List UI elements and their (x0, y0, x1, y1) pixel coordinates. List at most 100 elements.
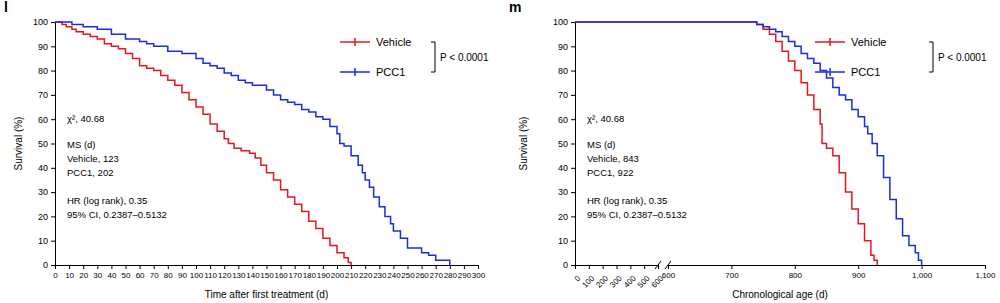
survival-line (55, 22, 450, 265)
x-tick-mark (238, 265, 239, 269)
y-tick-mark (51, 144, 55, 145)
y-tick: 30 (558, 187, 575, 197)
y-tick: 50 (558, 139, 575, 149)
x-tick: 600 (662, 265, 676, 280)
x-tick-mark (224, 265, 225, 269)
x-tick-label: 260 (415, 271, 429, 280)
x-tick: 400 (622, 265, 638, 290)
y-tick-mark (571, 168, 575, 169)
panel: m01002003004005006006007008009001,0001,1… (509, 0, 996, 300)
y-tick-label: 90 (558, 42, 568, 52)
x-tick: 1,000 (912, 265, 933, 280)
y-tick-mark (51, 265, 55, 266)
x-tick-mark (337, 265, 338, 269)
x-tick: 220 (359, 265, 373, 280)
x-tick: 1,100 (975, 265, 996, 280)
x-tick-mark (252, 265, 253, 269)
x-tick: 210 (345, 265, 359, 280)
y-axis: 0102030405060708090100 (33, 17, 56, 270)
x-tick: 100 (580, 265, 596, 290)
x-tick-mark (408, 265, 409, 269)
y-axis-title: Survival (%) (518, 117, 529, 171)
y-tick: 100 (33, 17, 55, 27)
x-tick-label: 170 (289, 271, 303, 280)
x-tick: 90 (178, 265, 187, 280)
legend-bracket (431, 42, 435, 72)
x-tick: 300 (608, 265, 624, 290)
x-tick: 10 (65, 265, 74, 280)
y-tick-label: 60 (38, 115, 48, 125)
stat-annotation: χ², 40.68 (587, 113, 624, 124)
x-tick-label: 900 (852, 271, 866, 280)
x-tick: 900 (852, 265, 866, 280)
x-tick-label: 230 (373, 271, 387, 280)
survival-line (575, 22, 922, 265)
x-tick: 200 (594, 265, 610, 290)
stat-annotation: MS (d) (67, 139, 96, 150)
x-axis-line (669, 266, 986, 270)
x-tick-label: 120 (218, 271, 232, 280)
x-tick-mark (111, 265, 112, 269)
axis-break (665, 261, 671, 269)
x-tick-label: 600 (662, 271, 676, 280)
x-tick-mark (69, 265, 70, 269)
y-tick: 60 (558, 115, 575, 125)
y-tick-label: 30 (558, 187, 568, 197)
x-tick: 260 (415, 265, 429, 280)
x-tick-mark (323, 265, 324, 269)
y-tick-mark (571, 119, 575, 120)
x-tick-mark (795, 265, 796, 269)
x-axis-title: Chronological age (d) (732, 289, 828, 300)
y-tick-label: 100 (553, 17, 568, 27)
x-tick-mark (630, 265, 631, 269)
x-tick-label: 10 (65, 271, 74, 280)
y-tick-label: 0 (43, 260, 48, 270)
legend-label: Vehicle (851, 36, 886, 48)
x-tick-mark (281, 265, 282, 269)
x-tick-label: 110 (204, 271, 217, 280)
x-tick-mark (589, 265, 590, 269)
y-tick-mark (571, 46, 575, 47)
y-tick-label: 30 (38, 187, 48, 197)
plot-area (55, 22, 450, 265)
y-tick-mark (571, 192, 575, 193)
x-tick-mark (210, 265, 211, 269)
x-tick: 240 (387, 265, 401, 280)
y-tick-label: 20 (38, 212, 48, 222)
y-tick-label: 90 (38, 42, 48, 52)
y-tick-label: 80 (38, 66, 48, 76)
legend-label: PCC1 (376, 66, 405, 78)
y-tick-mark (571, 144, 575, 145)
x-tick-mark (97, 265, 98, 269)
x-tick: 140 (246, 265, 260, 280)
x-tick: 270 (430, 265, 444, 280)
y-tick-label: 20 (558, 212, 568, 222)
x-axis-line (576, 266, 659, 270)
y-tick-label: 50 (38, 139, 48, 149)
stat-annotation: HR (log rank), 0.35 (67, 195, 147, 206)
y-tick-mark (51, 216, 55, 217)
y-tick: 80 (558, 66, 575, 76)
x-tick-mark (351, 265, 352, 269)
x-tick-label: 20 (79, 271, 88, 280)
x-tick-mark (126, 265, 127, 269)
x-tick-label: 210 (345, 271, 359, 280)
x-tick-mark (450, 265, 451, 269)
x-tick: 230 (373, 265, 387, 280)
x-tick: 40 (107, 265, 116, 280)
x-tick-label: 140 (246, 271, 260, 280)
x-tick-mark (365, 265, 366, 269)
x-tick-label: 700 (725, 271, 739, 280)
y-tick: 0 (563, 260, 575, 270)
stat-annotation: PCC1, 922 (587, 167, 633, 178)
y-tick-mark (51, 71, 55, 72)
x-tick-label: 100 (580, 273, 596, 289)
y-tick-mark (571, 241, 575, 242)
y-tick: 70 (558, 90, 575, 100)
y-tick: 90 (558, 42, 575, 52)
x-axis-line (56, 266, 479, 270)
legend-marker (354, 68, 356, 76)
x-tick: 170 (289, 265, 303, 280)
y-axis-line (571, 23, 576, 266)
y-axis: 0102030405060708090100 (553, 17, 576, 270)
